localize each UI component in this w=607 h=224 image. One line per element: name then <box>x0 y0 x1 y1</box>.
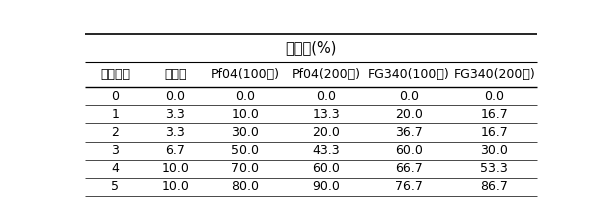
Text: 66.7: 66.7 <box>395 162 423 175</box>
Text: Pf04(200배): Pf04(200배) <box>291 68 361 81</box>
Text: FG340(200배): FG340(200배) <box>453 68 535 81</box>
Text: 50.0: 50.0 <box>231 144 259 157</box>
Text: 30.0: 30.0 <box>231 126 259 139</box>
Text: 36.7: 36.7 <box>395 126 423 139</box>
Text: 5: 5 <box>111 180 119 193</box>
Text: 3.3: 3.3 <box>165 108 185 121</box>
Text: 무처리: 무처리 <box>164 68 186 81</box>
Text: 0.0: 0.0 <box>399 90 419 103</box>
Text: 16.7: 16.7 <box>480 126 508 139</box>
Text: 0.0: 0.0 <box>316 90 336 103</box>
Text: 13.3: 13.3 <box>312 108 340 121</box>
Text: 30.0: 30.0 <box>480 144 508 157</box>
Text: FG340(100배): FG340(100배) <box>368 68 450 81</box>
Text: 90.0: 90.0 <box>312 180 340 193</box>
Text: 10.0: 10.0 <box>231 108 259 121</box>
Text: 0.0: 0.0 <box>165 90 185 103</box>
Text: 1: 1 <box>111 108 119 121</box>
Text: 3.3: 3.3 <box>165 126 185 139</box>
Text: 6.7: 6.7 <box>165 144 185 157</box>
Text: 0: 0 <box>111 90 119 103</box>
Text: 76.7: 76.7 <box>395 180 423 193</box>
Text: 2: 2 <box>111 126 119 139</box>
Text: 53.3: 53.3 <box>480 162 508 175</box>
Text: 처리일수: 처리일수 <box>100 68 131 81</box>
Text: 4: 4 <box>111 162 119 175</box>
Text: 10.0: 10.0 <box>161 162 189 175</box>
Text: 80.0: 80.0 <box>231 180 259 193</box>
Text: 20.0: 20.0 <box>312 126 340 139</box>
Text: 60.0: 60.0 <box>312 162 340 175</box>
Text: Pf04(100배): Pf04(100배) <box>211 68 280 81</box>
Text: 16.7: 16.7 <box>480 108 508 121</box>
Text: 살충률(%): 살충률(%) <box>285 41 337 56</box>
Text: 0.0: 0.0 <box>484 90 504 103</box>
Text: 0.0: 0.0 <box>236 90 256 103</box>
Text: 86.7: 86.7 <box>480 180 508 193</box>
Text: 60.0: 60.0 <box>395 144 423 157</box>
Text: 10.0: 10.0 <box>161 180 189 193</box>
Text: 70.0: 70.0 <box>231 162 259 175</box>
Text: 20.0: 20.0 <box>395 108 423 121</box>
Text: 3: 3 <box>111 144 119 157</box>
Text: 43.3: 43.3 <box>312 144 340 157</box>
